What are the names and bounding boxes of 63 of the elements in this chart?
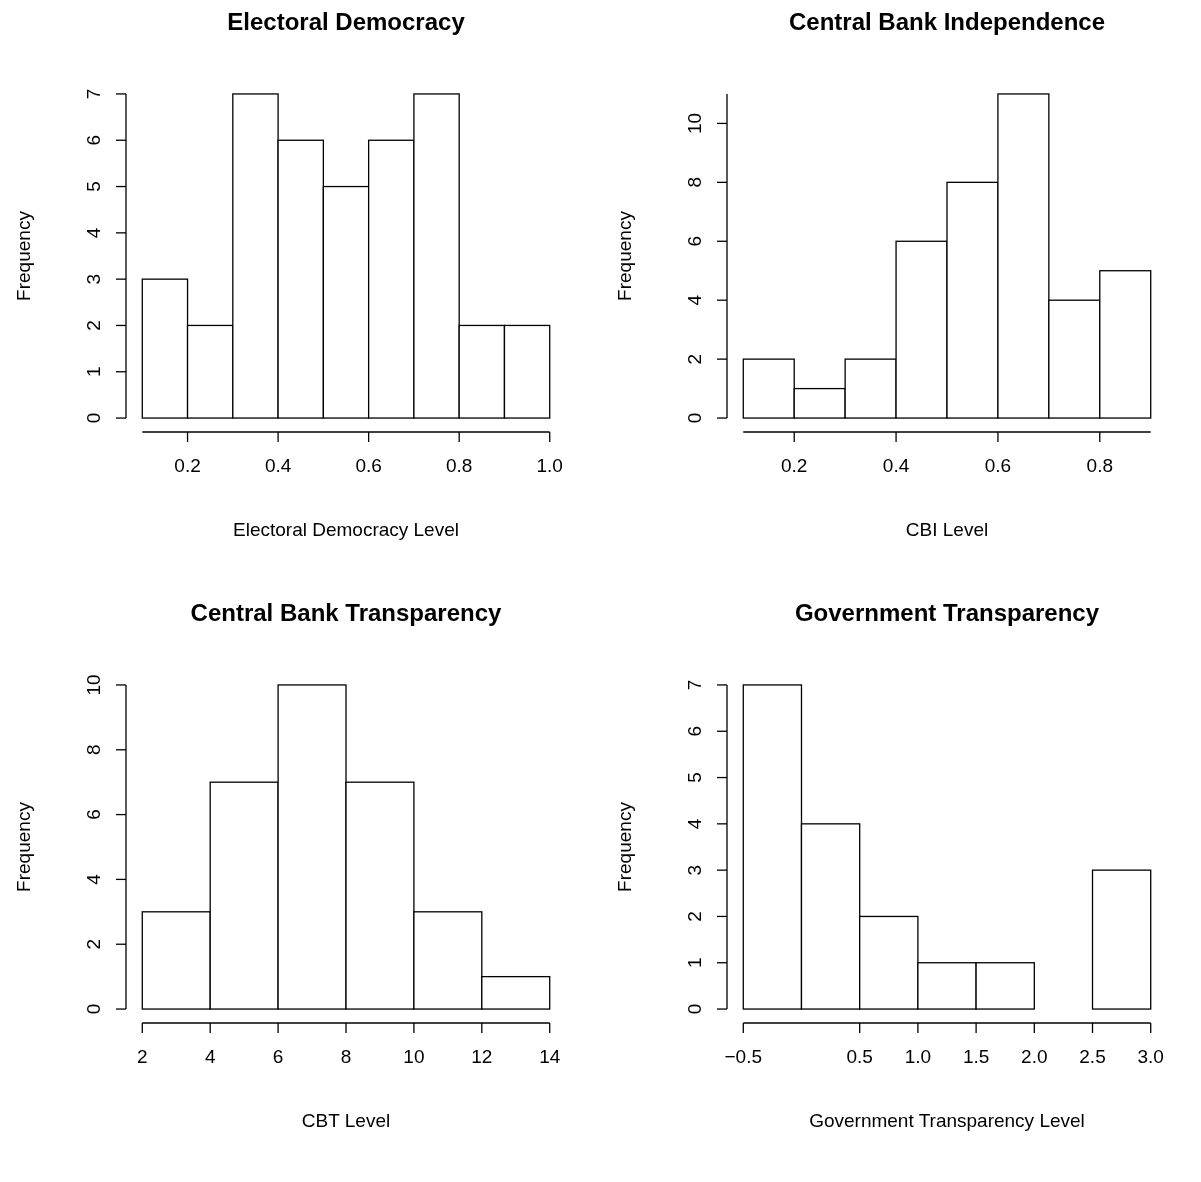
y-axis-title: Frequency — [13, 210, 34, 301]
y-tick-label: 6 — [83, 809, 104, 820]
y-tick-label: 4 — [684, 294, 705, 306]
y-tick-label: 3 — [684, 864, 705, 876]
x-axis-title: CBT Level — [301, 1110, 391, 1131]
x-tick-label: 1.5 — [962, 1046, 990, 1067]
y-tick-label: 2 — [83, 320, 104, 331]
x-tick-label: 2 — [136, 1046, 148, 1067]
y-tick-label: 4 — [83, 227, 104, 239]
x-tick-label: 0.8 — [1086, 455, 1113, 476]
y-tick-label: 6 — [684, 725, 705, 737]
x-tick-label: 2.0 — [1021, 1046, 1048, 1067]
x-tick-label: 0.5 — [846, 1046, 873, 1067]
y-tick-label: 7 — [83, 88, 104, 100]
y-axis-title: Frequency — [13, 801, 34, 892]
x-tick-label: 1.0 — [536, 455, 563, 476]
y-tick-label: 3 — [83, 273, 104, 285]
y-tick-label: 6 — [684, 235, 705, 247]
x-tick-label: 0.2 — [781, 455, 808, 476]
x-tick-label: 0.8 — [445, 455, 473, 476]
y-tick-label: 1 — [684, 957, 705, 969]
x-axis-title: CBI Level — [905, 519, 989, 540]
x-tick-label: 8 — [340, 1046, 352, 1067]
y-tick-label: 2 — [83, 938, 104, 950]
x-tick-label: 0.6 — [355, 455, 382, 476]
chart-title: Central Bank Transparency — [190, 599, 503, 626]
y-tick-label: 0 — [684, 412, 705, 424]
y-tick-label: 0 — [83, 1003, 104, 1015]
x-tick-label: 12 — [471, 1046, 493, 1067]
x-tick-label: 0.4 — [882, 455, 910, 476]
x-tick-label: 0.4 — [264, 455, 292, 476]
y-tick-label: 1 — [83, 366, 104, 378]
x-tick-label: 2.5 — [1079, 1046, 1106, 1067]
y-tick-label: 0 — [83, 412, 104, 424]
x-tick-label: 10 — [403, 1046, 425, 1067]
y-axis-title: Frequency — [614, 801, 635, 892]
chart-title: Electoral Democracy — [227, 8, 466, 35]
x-tick-label: −0.5 — [724, 1046, 763, 1067]
y-tick-label: 5 — [684, 772, 705, 783]
x-tick-label: 3.0 — [1137, 1046, 1164, 1067]
x-tick-label: 0.2 — [174, 455, 201, 476]
y-tick-label: 10 — [83, 674, 104, 696]
y-tick-label: 4 — [684, 818, 705, 830]
y-tick-label: 2 — [684, 353, 705, 365]
y-tick-label: 8 — [83, 744, 104, 756]
y-tick-label: 0 — [684, 1003, 705, 1015]
y-tick-label: 5 — [83, 181, 104, 192]
y-axis-title: Frequency — [614, 210, 635, 301]
x-tick-label: 4 — [204, 1046, 216, 1067]
y-tick-label: 2 — [684, 911, 705, 922]
x-tick-label: 0.6 — [984, 455, 1012, 476]
y-tick-label: 6 — [83, 134, 104, 146]
x-tick-label: 1.0 — [904, 1046, 932, 1067]
y-tick-label: 7 — [684, 679, 705, 691]
y-tick-label: 10 — [684, 112, 705, 134]
x-tick-label: 6 — [272, 1046, 284, 1067]
y-tick-label: 8 — [684, 177, 705, 188]
x-axis-title: Electoral Democracy Level — [233, 519, 459, 540]
y-tick-label: 4 — [83, 873, 104, 885]
x-axis-title: Government Transparency Level — [809, 1110, 1085, 1131]
chart-title: Government Transparency — [794, 599, 1100, 626]
chart-title: Central Bank Independence — [788, 8, 1106, 35]
x-tick-label: 14 — [539, 1046, 561, 1067]
